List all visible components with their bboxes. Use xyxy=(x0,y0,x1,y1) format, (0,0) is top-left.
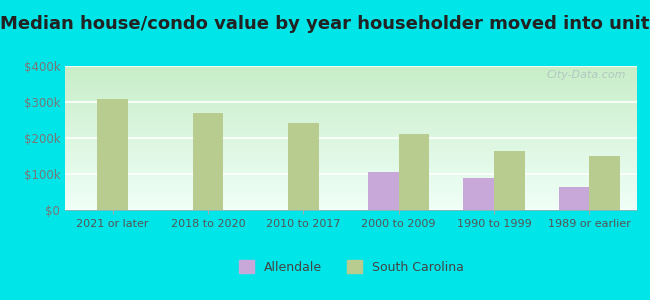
Bar xyxy=(494,151,525,210)
Text: Median house/condo value by year householder moved into unit: Median house/condo value by year househo… xyxy=(0,15,650,33)
Text: City-Data.com: City-Data.com xyxy=(546,70,625,80)
Legend: Allendale, South Carolina: Allendale, South Carolina xyxy=(233,255,469,279)
Bar xyxy=(559,187,590,210)
Bar xyxy=(463,178,494,210)
Bar xyxy=(98,100,128,210)
Bar xyxy=(368,172,398,210)
Bar xyxy=(193,113,223,210)
Bar xyxy=(288,122,318,210)
Bar xyxy=(590,156,620,210)
Bar xyxy=(398,134,429,210)
